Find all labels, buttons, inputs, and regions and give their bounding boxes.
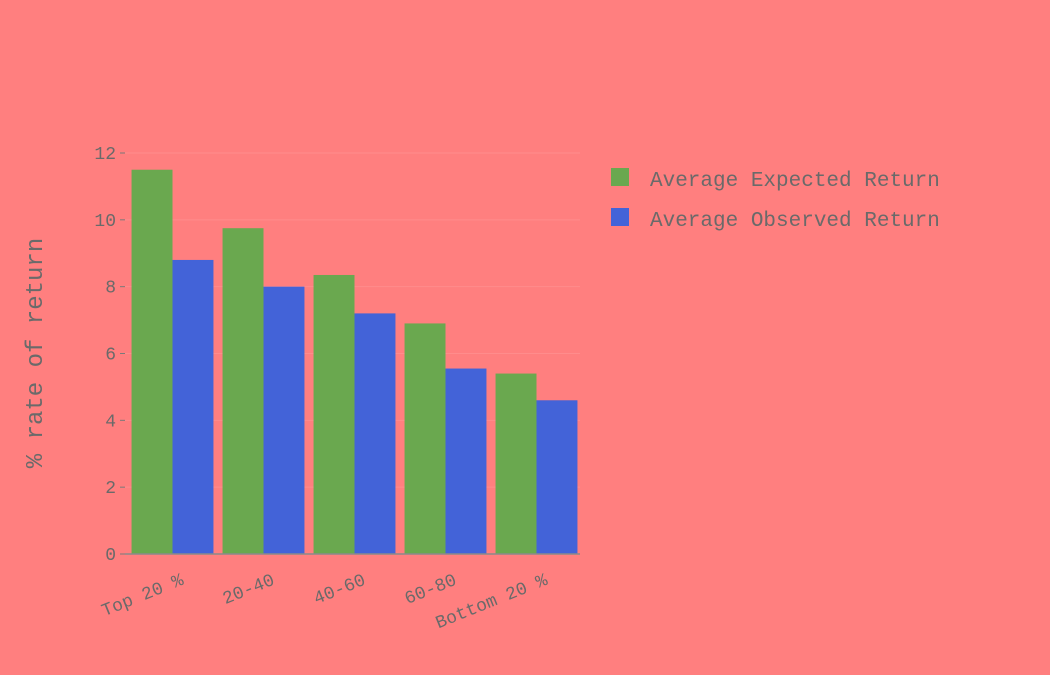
legend-item[interactable]: Average Observed Return	[611, 208, 940, 233]
y-axis-title: % rate of return	[23, 238, 50, 468]
y-tick-label: 0	[105, 546, 116, 566]
bar[interactable]	[222, 228, 264, 554]
x-tick-label: 40-60	[311, 571, 369, 610]
bar[interactable]	[445, 368, 487, 554]
y-tick-label: 10	[94, 212, 116, 232]
bar[interactable]	[172, 259, 214, 554]
bar[interactable]	[263, 286, 305, 554]
bars	[131, 169, 578, 555]
x-tick-label: 20-40	[220, 571, 278, 610]
bar[interactable]	[354, 313, 396, 554]
x-tick-label: 60-80	[402, 571, 460, 610]
legend-swatch	[611, 168, 629, 186]
legend-item[interactable]: Average Expected Return	[611, 168, 940, 193]
bar[interactable]	[313, 274, 355, 554]
bar[interactable]	[404, 323, 446, 554]
legend-swatch	[611, 208, 629, 226]
y-tick-label: 8	[105, 279, 116, 299]
legend[interactable]: Average Expected Return Average Observed …	[611, 168, 940, 233]
y-tick-label: 12	[94, 145, 116, 165]
y-tick-label: 2	[105, 479, 116, 499]
legend-label: Average Observed Return	[650, 210, 940, 233]
bar[interactable]	[536, 400, 578, 554]
axes	[120, 152, 580, 555]
bar[interactable]	[131, 169, 173, 555]
y-tick-label: 4	[105, 412, 116, 432]
y-tick-label: 6	[105, 346, 116, 366]
legend-label: Average Expected Return	[650, 170, 940, 193]
x-tick-label: Top 20 %	[99, 571, 187, 622]
bar[interactable]	[495, 373, 537, 554]
